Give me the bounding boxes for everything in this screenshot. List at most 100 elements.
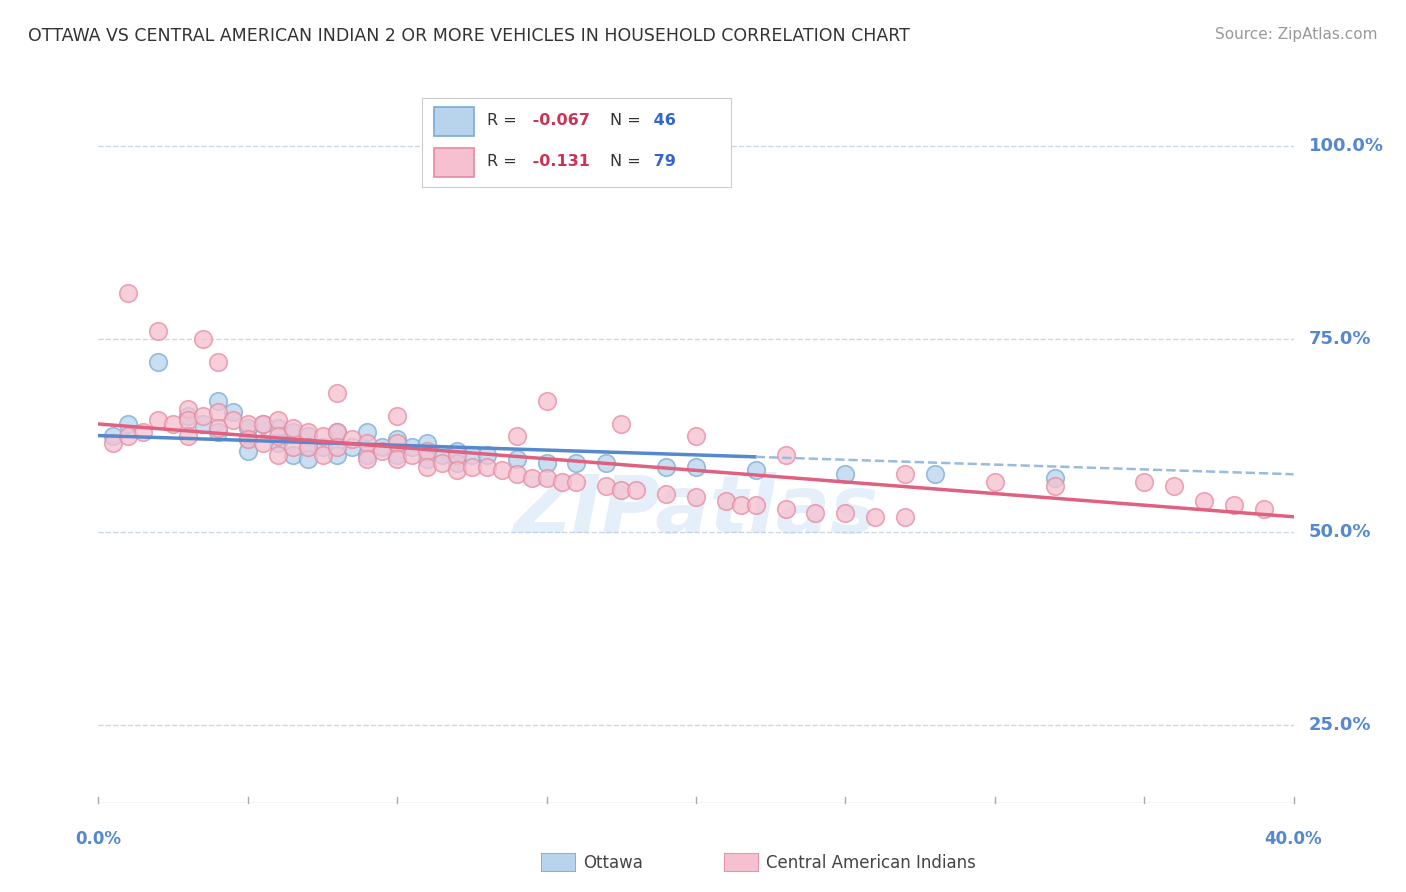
Text: Central American Indians: Central American Indians: [766, 854, 976, 871]
Point: [461, 448, 484, 462]
Point: [326, 448, 349, 462]
Point: [371, 440, 394, 454]
Point: [416, 459, 439, 474]
Point: [506, 467, 529, 482]
Point: [385, 448, 409, 462]
Point: [655, 459, 678, 474]
Point: [326, 425, 349, 439]
Point: [550, 475, 572, 489]
Point: [311, 448, 333, 462]
Point: [1192, 494, 1215, 508]
Point: [371, 444, 394, 458]
Point: [236, 433, 259, 447]
Point: [506, 451, 529, 466]
Point: [1253, 502, 1275, 516]
Point: [117, 285, 139, 300]
Point: [207, 393, 229, 408]
Text: 79: 79: [648, 153, 675, 169]
Point: [267, 448, 290, 462]
Point: [267, 413, 290, 427]
Point: [536, 471, 558, 485]
Text: 100.0%: 100.0%: [1309, 136, 1384, 154]
Point: [685, 428, 707, 442]
Point: [222, 413, 245, 427]
Point: [297, 440, 319, 454]
Text: 40.0%: 40.0%: [1265, 830, 1322, 848]
Point: [162, 417, 184, 431]
Point: [655, 486, 678, 500]
Point: [297, 451, 319, 466]
Point: [865, 509, 887, 524]
Point: [207, 405, 229, 419]
Point: [356, 436, 378, 450]
Point: [177, 401, 200, 416]
Point: [236, 433, 259, 447]
Point: [326, 386, 349, 401]
Text: OTTAWA VS CENTRAL AMERICAN INDIAN 2 OR MORE VEHICLES IN HOUSEHOLD CORRELATION CH: OTTAWA VS CENTRAL AMERICAN INDIAN 2 OR M…: [28, 27, 910, 45]
Point: [103, 428, 125, 442]
Point: [1133, 475, 1156, 489]
Point: [385, 436, 409, 450]
Text: 75.0%: 75.0%: [1309, 330, 1371, 348]
Point: [297, 425, 319, 439]
Point: [385, 433, 409, 447]
Text: 50.0%: 50.0%: [1309, 524, 1371, 541]
Text: 25.0%: 25.0%: [1309, 716, 1371, 734]
Point: [983, 475, 1005, 489]
Point: [610, 483, 633, 497]
Point: [252, 436, 274, 450]
Point: [236, 421, 259, 435]
Point: [1043, 479, 1066, 493]
Point: [281, 425, 304, 439]
Point: [132, 425, 155, 439]
Bar: [434, 148, 474, 177]
Point: [446, 444, 468, 458]
Point: [117, 417, 139, 431]
Point: [177, 428, 200, 442]
Point: [894, 467, 917, 482]
Text: ZIPatlas: ZIPatlas: [513, 472, 879, 549]
Point: [416, 451, 439, 466]
Point: [311, 428, 333, 442]
Point: [416, 444, 439, 458]
Point: [342, 433, 364, 447]
Point: [281, 440, 304, 454]
Text: -0.067: -0.067: [527, 113, 591, 128]
Point: [714, 494, 737, 508]
Point: [624, 483, 647, 497]
Point: [191, 417, 214, 431]
Text: Ottawa: Ottawa: [583, 854, 644, 871]
Point: [924, 467, 946, 482]
Point: [326, 440, 349, 454]
Point: [565, 456, 588, 470]
Point: [595, 479, 617, 493]
Point: [520, 471, 543, 485]
Point: [1163, 479, 1185, 493]
Point: [148, 413, 170, 427]
Point: [430, 448, 453, 462]
Point: [297, 428, 319, 442]
Point: [775, 502, 797, 516]
Point: [446, 448, 468, 462]
Point: [207, 421, 229, 435]
Point: [610, 417, 633, 431]
Point: [536, 456, 558, 470]
Point: [685, 491, 707, 505]
Point: [834, 467, 856, 482]
Text: R =: R =: [486, 153, 516, 169]
Point: [385, 409, 409, 424]
Point: [207, 425, 229, 439]
Point: [177, 413, 200, 427]
Point: [385, 451, 409, 466]
Point: [595, 456, 617, 470]
Point: [446, 456, 468, 470]
Point: [446, 463, 468, 477]
Text: R =: R =: [486, 113, 516, 128]
Point: [804, 506, 827, 520]
Point: [281, 448, 304, 462]
Point: [117, 428, 139, 442]
Text: N =: N =: [610, 153, 641, 169]
Point: [475, 459, 498, 474]
Text: Source: ZipAtlas.com: Source: ZipAtlas.com: [1215, 27, 1378, 42]
Point: [326, 425, 349, 439]
